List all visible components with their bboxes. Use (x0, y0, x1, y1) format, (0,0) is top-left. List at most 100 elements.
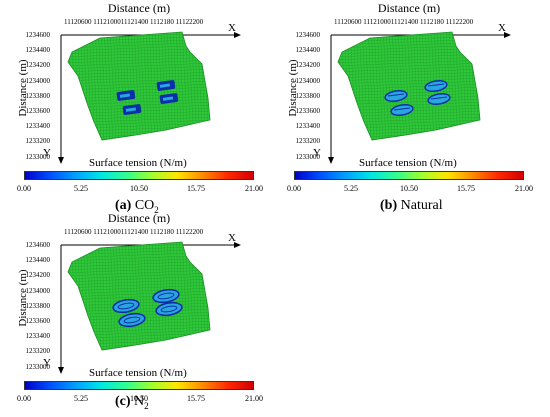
colorbar-tick: 5.25 (74, 184, 88, 193)
colorbar-tick: 0.00 (17, 184, 31, 193)
caption-a: (a) CO2 (115, 198, 159, 215)
low-tension-zones (384, 79, 451, 117)
well-zone-core (162, 96, 174, 101)
x-axis-letter: X (228, 22, 236, 34)
grid-lines (68, 242, 210, 350)
y-tick: 1233000 (25, 152, 51, 161)
well-zone-core (157, 292, 175, 300)
y-tick: 1234600 (25, 241, 51, 249)
y-tick: 1234600 (295, 31, 321, 39)
colorbar-tick: 15.75 (457, 184, 475, 193)
well-zone-core (160, 305, 178, 313)
x-axis-title: Distance (m) (107, 211, 171, 225)
x-axis-title: Distance (m) (377, 1, 441, 15)
colorbar-tick: 21.00 (515, 184, 533, 193)
y-tick: 1233200 (295, 137, 321, 146)
y-axis-ticks: 1234600 1234400 1234200 1234000 1233800 … (10, 31, 51, 169)
colorbar-tick: 5.25 (344, 184, 358, 193)
x-axis-ticks: 11120600 1112100011121400 1112180 111222… (334, 18, 474, 26)
panel-a: Distance (m) 11120600 1112100011121400 1… (6, 2, 276, 207)
y-axis-letter: Y (43, 357, 51, 369)
reservoir-grid (58, 241, 241, 374)
y-tick: 1233800 (25, 301, 51, 310)
y-tick: 1234400 (25, 46, 51, 55)
colorbar (24, 381, 254, 390)
well-zone-core (427, 83, 445, 87)
caption-gas: CO (134, 198, 155, 213)
x-axis-arrow (234, 242, 241, 248)
y-tick: 1233600 (25, 316, 51, 325)
well-zone-core (393, 107, 411, 111)
colorbar-title: Surface tension (N/m) (359, 157, 457, 169)
caption-b: (b) Natural (380, 198, 443, 214)
well-zone-core (387, 93, 405, 97)
colorbar (24, 171, 254, 180)
well-zone (390, 103, 414, 117)
reservoir-grid (328, 31, 511, 164)
colorbar-tick: 10.50 (400, 184, 418, 193)
well-zone (427, 92, 451, 106)
x-axis-ticks: 11120600 1112100011121400 1112180 111222… (64, 228, 204, 236)
x-axis-letter: X (228, 232, 236, 244)
y-tick: 1233800 (295, 91, 321, 100)
panel-c: Distance (m) 11120600 1112100011121400 1… (6, 212, 276, 417)
well-zone-core (159, 83, 171, 88)
y-tick: 1233600 (295, 106, 321, 115)
colorbar-tick: 0.00 (17, 394, 31, 403)
y-axis-letter: Y (43, 147, 51, 159)
well-zone-core (125, 107, 137, 112)
x-axis-arrow (504, 32, 511, 38)
colorbar (294, 171, 524, 180)
x-axis-title: Distance (m) (107, 1, 171, 15)
colorbar-title: Surface tension (N/m) (89, 367, 187, 379)
y-tick: 1234000 (25, 76, 51, 85)
caption-label: (a) (115, 198, 132, 213)
caption-gas: N (134, 394, 145, 409)
panel-b: Distance (m) 11120600 1112100011121400 1… (276, 2, 546, 207)
colorbar-tick: 21.00 (245, 394, 263, 403)
y-axis-letter: Y (313, 147, 321, 159)
y-tick: 1234600 (25, 31, 51, 39)
y-tick: 1234000 (25, 286, 51, 295)
colorbar-tick: 0.00 (287, 184, 301, 193)
colorbar-tick: 10.50 (130, 394, 148, 403)
y-tick: 1234200 (25, 271, 51, 280)
well-zone (384, 89, 408, 103)
y-tick: 1233600 (25, 106, 51, 115)
caption-label: (c) (115, 394, 131, 409)
colorbar-tick: 21.00 (245, 184, 263, 193)
caption-label: (b) (380, 198, 398, 213)
colorbar-tick: 15.75 (187, 394, 205, 403)
y-tick: 1233000 (295, 152, 321, 161)
y-tick: 1234000 (295, 76, 321, 85)
caption-c: (c) N2 (115, 394, 149, 411)
caption-subscript: 2 (154, 204, 159, 215)
y-axis-arrow (328, 157, 334, 164)
colorbar-tick: 10.50 (130, 184, 148, 193)
y-tick: 1234200 (295, 61, 321, 70)
x-axis-letter: X (498, 22, 506, 34)
y-tick: 1233400 (25, 332, 51, 341)
y-tick: 1234400 (25, 256, 51, 265)
well-zone-core (123, 316, 141, 324)
y-tick: 1233000 (25, 362, 51, 371)
y-tick: 1233200 (25, 137, 51, 146)
caption-gas: Natural (400, 198, 443, 213)
reservoir-grid (58, 31, 241, 164)
well-zone-core (117, 302, 135, 310)
y-tick: 1234400 (295, 46, 321, 55)
colorbar-title: Surface tension (N/m) (89, 157, 187, 169)
colorbar-tick: 15.75 (187, 184, 205, 193)
y-axis-ticks: 1234600 1234400 1234200 1234000 1233800 … (10, 241, 51, 379)
well-zone-core (430, 96, 448, 100)
caption-subscript: 2 (144, 400, 149, 411)
y-axis-arrow (58, 367, 64, 374)
low-tension-zones (112, 288, 183, 328)
y-tick: 1233800 (25, 91, 51, 100)
colorbar-tick: 5.25 (74, 394, 88, 403)
x-axis-arrow (234, 32, 241, 38)
x-axis-ticks: 11120600 1112100011121400 1112180 111222… (64, 18, 204, 26)
y-tick: 1234200 (25, 61, 51, 70)
y-tick: 1233200 (25, 347, 51, 356)
y-axis-arrow (58, 157, 64, 164)
